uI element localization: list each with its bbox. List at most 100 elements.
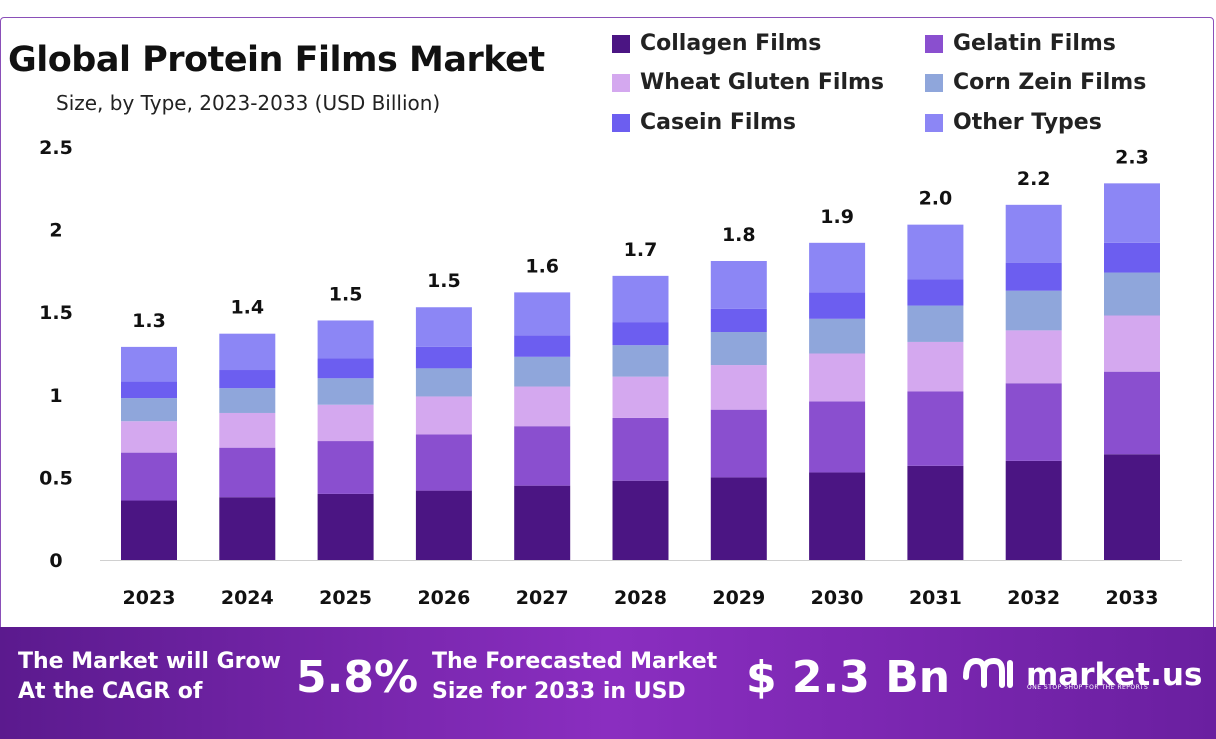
bar-segment-other-types	[710, 260, 767, 309]
bar-segment-gelatin-films	[907, 391, 964, 466]
bar-total-label: 1.5	[329, 283, 363, 305]
bar-segment-wheat-gluten-films	[514, 386, 571, 427]
legend-label: Other Types	[953, 110, 1102, 135]
bar-segment-casein-films	[317, 358, 374, 379]
bar-segment-other-types	[907, 224, 964, 280]
y-tick-label: 2	[49, 220, 62, 242]
bar-segment-casein-films	[121, 381, 177, 399]
bar-segment-collagen-films	[317, 493, 374, 560]
bar-segment-corn-zein-films	[710, 332, 767, 366]
summary-banner	[0, 627, 1216, 739]
legend-item-wheat-gluten-films: Wheat Gluten Films	[612, 70, 884, 95]
bar-segment-corn-zein-films	[809, 318, 866, 354]
x-tick-label: 2032	[1007, 587, 1060, 609]
bar-segment-gelatin-films	[514, 426, 571, 486]
bar-segment-collagen-films	[809, 472, 866, 560]
legend-item-other-types: Other Types	[925, 110, 1102, 135]
bar-segment-wheat-gluten-films	[121, 421, 177, 453]
bar-segment-corn-zein-films	[415, 368, 472, 397]
bar-segment-corn-zein-films	[121, 398, 177, 422]
y-tick-label: 0	[49, 550, 62, 572]
bar-total-label: 1.3	[132, 310, 166, 332]
market-us-logo-icon	[962, 655, 1018, 695]
legend-swatch	[925, 113, 943, 132]
bar-segment-other-types	[1005, 204, 1062, 263]
bar-segment-gelatin-films	[219, 447, 276, 498]
legend-label: Casein Films	[640, 110, 796, 135]
bar-total-label: 2.3	[1115, 146, 1149, 168]
legend-item-collagen-films: Collagen Films	[612, 31, 821, 56]
legend-item-gelatin-films: Gelatin Films	[925, 31, 1116, 56]
bar-total-label: 1.8	[722, 224, 756, 246]
bar-segment-casein-films	[219, 370, 276, 389]
bar-segment-other-types	[612, 275, 669, 323]
legend-label: Corn Zein Films	[953, 70, 1147, 95]
legend-swatch	[925, 73, 943, 92]
bar-segment-gelatin-films	[317, 441, 374, 494]
legend-item-casein-films: Casein Films	[612, 110, 796, 135]
bar-segment-corn-zein-films	[514, 356, 571, 387]
bar-segment-casein-films	[514, 335, 571, 357]
cagr-caption-line1: The Market will Grow	[18, 649, 281, 674]
bar-segment-gelatin-films	[710, 409, 767, 478]
x-tick-label: 2025	[319, 587, 372, 609]
bar-segment-collagen-films	[415, 490, 472, 560]
bar-segment-wheat-gluten-films	[317, 404, 374, 442]
bar-segment-casein-films	[415, 346, 472, 369]
bar-segment-wheat-gluten-films	[1104, 315, 1160, 372]
bar-total-label: 1.4	[230, 297, 264, 319]
brand-name: market.us	[1026, 657, 1203, 693]
forecast-caption-line2: Size for 2033 in USD	[432, 679, 686, 704]
cagr-caption-line2: At the CAGR of	[18, 679, 203, 704]
bar-segment-gelatin-films	[415, 434, 472, 491]
bar-segment-corn-zein-films	[317, 378, 374, 405]
bar-segment-casein-films	[710, 308, 767, 333]
bar-total-label: 1.7	[624, 239, 658, 261]
legend-label: Wheat Gluten Films	[640, 70, 885, 95]
y-tick-label: 0.5	[39, 467, 73, 489]
bar-segment-other-types	[514, 292, 571, 336]
x-tick-label: 2028	[614, 587, 667, 609]
bar-segment-collagen-films	[612, 480, 669, 560]
bar-total-label: 1.5	[427, 270, 461, 292]
legend-label: Gelatin Films	[953, 31, 1116, 56]
x-tick-label: 2031	[909, 587, 962, 609]
bar-segment-gelatin-films	[1005, 383, 1062, 461]
bar-segment-casein-films	[907, 279, 964, 306]
bar-segment-casein-films	[809, 292, 866, 319]
x-tick-label: 2033	[1106, 587, 1159, 609]
bar-segment-gelatin-films	[612, 417, 669, 481]
bar-segment-wheat-gluten-films	[612, 376, 669, 418]
y-tick-label: 1	[49, 385, 62, 407]
bar-segment-casein-films	[1005, 262, 1062, 291]
bar-segment-wheat-gluten-films	[710, 365, 767, 410]
bar-segment-collagen-films	[219, 497, 276, 560]
bar-segment-collagen-films	[1005, 460, 1062, 560]
x-tick-label: 2023	[123, 587, 176, 609]
bar-total-label: 2.0	[919, 188, 953, 210]
bar-segment-casein-films	[1104, 242, 1160, 273]
bar-total-label: 2.2	[1017, 168, 1051, 190]
legend-item-corn-zein-films: Corn Zein Films	[925, 70, 1146, 95]
bar-segment-gelatin-films	[121, 452, 177, 501]
legend-swatch	[612, 73, 630, 92]
bar-segment-wheat-gluten-films	[907, 341, 964, 392]
y-tick-label: 1.5	[39, 302, 73, 324]
bar-segment-other-types	[809, 242, 866, 293]
bar-segment-casein-films	[612, 322, 669, 346]
bar-segment-corn-zein-films	[612, 345, 669, 377]
bar-segment-corn-zein-films	[1005, 290, 1062, 331]
bar-segment-other-types	[121, 346, 177, 382]
bar-segment-other-types	[219, 333, 276, 371]
x-tick-label: 2026	[417, 587, 470, 609]
bar-segment-collagen-films	[907, 465, 964, 560]
bar-segment-wheat-gluten-films	[1005, 330, 1062, 384]
x-tick-label: 2024	[221, 587, 274, 609]
bar-segment-corn-zein-films	[1104, 272, 1160, 316]
x-tick-label: 2029	[712, 587, 765, 609]
x-tick-label: 2027	[516, 587, 569, 609]
brand-tagline: ONE STOP SHOP FOR THE REPORTS	[1027, 684, 1149, 691]
bar-segment-wheat-gluten-films	[415, 396, 472, 435]
legend-swatch	[612, 113, 630, 132]
bar-segment-collagen-films	[1104, 454, 1160, 560]
